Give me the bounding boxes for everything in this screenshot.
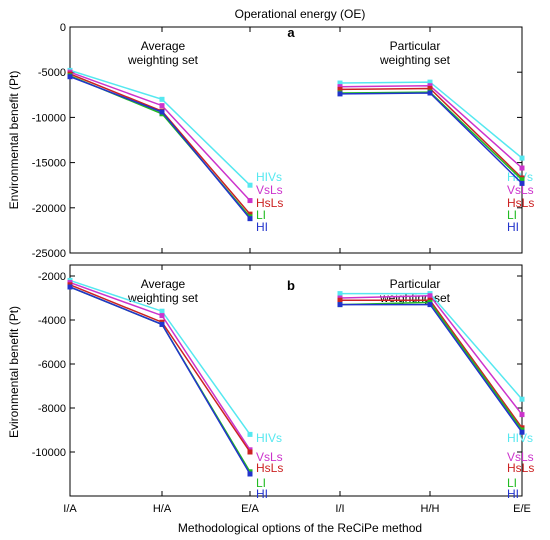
series-label: HI (256, 487, 268, 501)
data-point (247, 471, 253, 477)
data-point (427, 79, 433, 85)
data-point (427, 83, 433, 89)
series-label: HI (507, 220, 519, 234)
series-label: LI (507, 208, 517, 222)
y-tick-label: -10000 (32, 112, 66, 124)
panel-letter: a (287, 25, 295, 40)
figure-title: Operational energy (OE) (235, 7, 366, 21)
data-point (247, 211, 253, 217)
series-label: VsLs (256, 183, 283, 197)
series-label: VsLs (507, 450, 534, 464)
data-point (159, 109, 165, 115)
panel-a: 0-5000-10000-15000-20000-25000aAveragewe… (32, 22, 535, 260)
series-label: LI (507, 476, 517, 490)
series-label: HI (507, 487, 519, 501)
data-point (337, 86, 343, 92)
series-line (69, 71, 251, 202)
series-label: HIVs (507, 431, 533, 445)
series-label: HIVs (256, 170, 282, 184)
group-label: Average (141, 277, 186, 291)
data-point (519, 180, 525, 186)
series-line (69, 73, 251, 215)
plot-frame (69, 26, 523, 254)
data-point (247, 431, 253, 437)
x-tick-label: E/A (241, 503, 259, 515)
series-line (339, 295, 523, 416)
y-axis-label-b: Evironmental benefit (Pt) (7, 306, 21, 438)
group-label: Average (141, 39, 186, 53)
data-point (159, 321, 165, 327)
group-label: weighting set (379, 53, 451, 67)
y-tick-label: -25000 (32, 248, 66, 260)
x-tick-label: E/E (513, 503, 531, 515)
series-label: HsLs (256, 196, 283, 210)
group-label: weighting set (127, 53, 199, 67)
panel-b: -2000 -4000 -6000 -8000 -10000 I/A H/A E/A I/I H/… (32, 264, 534, 515)
group-label: weighting set (379, 291, 451, 305)
data-point (159, 308, 165, 314)
data-point (519, 396, 525, 402)
series-line (69, 281, 251, 451)
data-point (427, 293, 433, 299)
series-label: HsLs (256, 461, 283, 475)
data-point (519, 429, 525, 435)
series-label: HIVs (256, 431, 282, 445)
data-point (337, 291, 343, 297)
data-point (67, 284, 73, 290)
data-point (337, 302, 343, 308)
series-label: HI (256, 220, 268, 234)
series-label: VsLs (507, 183, 534, 197)
group-label: weighting set (127, 291, 199, 305)
plot-frame (69, 264, 523, 497)
data-point (247, 198, 253, 204)
y-tick-label: -2000 (38, 271, 66, 283)
y-axis-label-a: Environmental benefit (Pt) (7, 71, 21, 210)
panel-letter: b (287, 278, 295, 293)
y-tick-label: -6000 (38, 359, 66, 371)
data-point (159, 313, 165, 319)
data-point (519, 412, 525, 418)
y-tick-label: -8000 (38, 403, 66, 415)
data-point (247, 182, 253, 188)
y-tick-label: 0 (60, 22, 66, 34)
series-label: LI (256, 476, 266, 490)
data-point (337, 80, 343, 86)
series-line (340, 292, 523, 400)
series-line (340, 299, 523, 429)
y-tick-label: -20000 (32, 203, 66, 215)
data-point (337, 91, 343, 97)
series-label: LI (256, 208, 266, 222)
data-point (337, 297, 343, 303)
data-point (159, 96, 165, 102)
data-point (247, 449, 253, 455)
series-label: HsLs (507, 461, 534, 475)
y-tick-label: -15000 (32, 158, 66, 170)
x-tick-label: I/I (335, 503, 344, 515)
series-label: HsLs (507, 196, 534, 210)
y-tick-label: -4000 (38, 315, 66, 327)
data-point (519, 155, 525, 161)
x-tick-label: H/A (153, 503, 172, 515)
y-tick-label: -5000 (38, 67, 66, 79)
series-line (339, 87, 523, 179)
x-tick-label: H/H (421, 503, 440, 515)
data-point (247, 216, 253, 222)
series-line (339, 92, 523, 184)
data-point (519, 177, 525, 183)
x-axis-label: Methodological options of the ReCiPe met… (178, 521, 422, 535)
y-tick-label: -10000 (32, 447, 66, 459)
data-point (159, 103, 165, 109)
data-point (427, 85, 433, 91)
series-line (339, 301, 523, 431)
data-point (67, 74, 73, 80)
series-label: VsLs (256, 450, 283, 464)
group-label: Particular (390, 39, 441, 53)
data-point (427, 302, 433, 308)
data-point (337, 84, 343, 90)
data-point (427, 90, 433, 96)
x-tick-label: I/A (63, 503, 77, 515)
data-point (519, 165, 525, 171)
group-label: Particular (390, 277, 441, 291)
